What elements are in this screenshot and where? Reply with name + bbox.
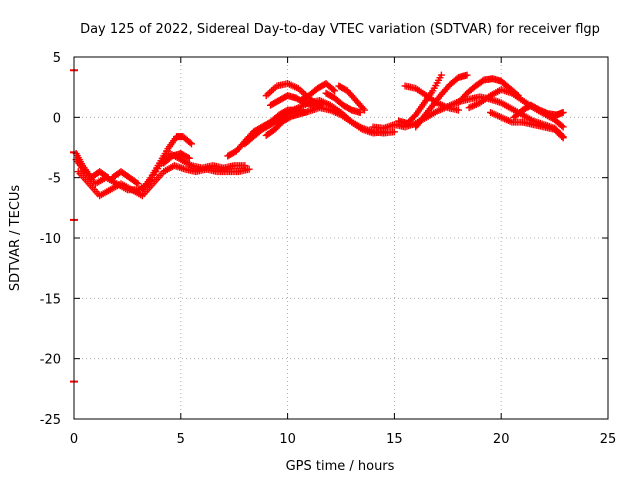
series-track-4: [108, 168, 142, 188]
y-axis-label: SDTVAR / TECUs: [8, 185, 23, 292]
series-track-2: [74, 162, 253, 200]
series-track-21: [487, 109, 567, 142]
data-point: [241, 162, 249, 170]
data-point: [331, 87, 339, 95]
data-point: [390, 128, 398, 136]
data-point: [559, 123, 567, 131]
data-point: [559, 134, 567, 142]
y-tick-label: -10: [40, 232, 61, 247]
data-point: [437, 71, 445, 79]
data-point: [187, 140, 195, 148]
series-track-22: [510, 101, 567, 121]
x-tick-label: 20: [493, 432, 510, 447]
series-track-19: [454, 75, 522, 107]
y-tick-label: -20: [40, 353, 61, 368]
data-point: [318, 100, 326, 108]
x-tick-label: 15: [386, 432, 403, 447]
series-track-6: [160, 150, 193, 167]
data-point-interp: [558, 122, 566, 130]
data-point: [454, 106, 462, 114]
x-axis-label: GPS time / hours: [286, 459, 395, 474]
x-tick-label: 25: [600, 432, 617, 447]
series-track-17: [412, 71, 471, 131]
series-track-18: [401, 82, 462, 114]
y-tick-label: 5: [53, 51, 61, 66]
series-track-20: [465, 86, 567, 131]
data-point-interp: [133, 179, 141, 187]
data-point: [360, 106, 368, 114]
data-point-interp: [329, 86, 337, 94]
data-point-interp: [184, 154, 192, 162]
y-tick-label: -15: [40, 292, 61, 307]
x-tick-label: 5: [177, 432, 185, 447]
data-point-interp: [103, 173, 111, 181]
data-point: [559, 109, 567, 117]
x-tick-label: 10: [279, 432, 296, 447]
series-track-10: [262, 80, 322, 109]
y-tick-label: 0: [53, 111, 61, 126]
series-track-15: [369, 93, 567, 141]
series-track-12: [296, 80, 339, 104]
data-point: [245, 165, 253, 173]
data-points: [72, 71, 567, 200]
chart-title: Day 125 of 2022, Sidereal Day-to-day VTE…: [80, 22, 600, 37]
series-track-16: [395, 71, 445, 127]
series-track-13: [322, 89, 364, 117]
data-point: [185, 154, 193, 162]
axis-ticks: 0 5 10 15 20 25 -25 -20 -15 -10 -5 0 5: [40, 51, 617, 447]
y-tick-label: -5: [48, 172, 61, 187]
series-track-14: [335, 82, 368, 114]
x-tick-label: 0: [70, 432, 78, 447]
data-point-interp: [186, 139, 194, 147]
data-point-interp: [359, 104, 367, 112]
data-point: [463, 71, 471, 79]
series-track-9: [262, 104, 398, 139]
data-point: [134, 180, 142, 188]
series-track-3: [72, 150, 112, 182]
data-point-interp: [558, 132, 566, 140]
y-tick-label: -25: [40, 413, 61, 428]
data-point: [356, 109, 364, 117]
